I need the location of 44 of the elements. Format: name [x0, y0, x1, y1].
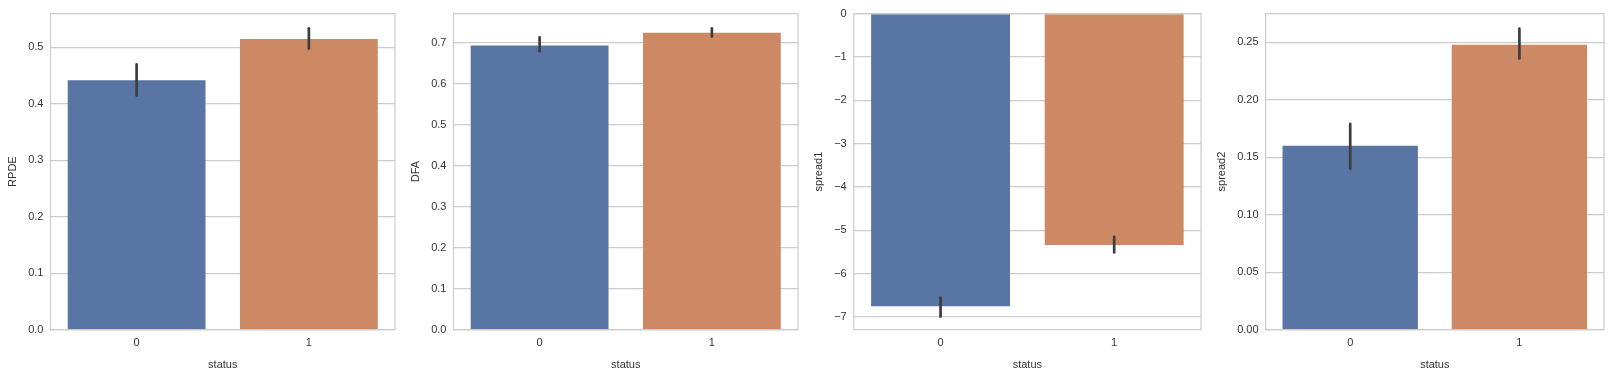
- y-tick-label: −1: [834, 49, 847, 62]
- y-tick-label: 0.10: [1237, 207, 1259, 220]
- x-tick-label: 1: [1111, 336, 1118, 349]
- y-tick-label: −6: [834, 266, 847, 279]
- y-tick-label: 0.5: [431, 117, 447, 130]
- x-axis-title: status: [208, 358, 238, 371]
- y-axis-title: spread1: [811, 151, 824, 192]
- y-tick-label: 0.1: [431, 281, 447, 294]
- y-tick-label: 0.3: [431, 199, 447, 212]
- y-tick-label: 0.0: [28, 322, 44, 335]
- y-tick-label: 0.2: [431, 240, 447, 253]
- x-axis-title: status: [1420, 358, 1450, 371]
- x-tick-label: 1: [1516, 336, 1523, 349]
- y-tick-label: 0.6: [431, 77, 447, 90]
- x-tick-label: 0: [133, 336, 140, 349]
- y-tick-label: −4: [834, 180, 847, 193]
- y-tick-label: 0.7: [431, 36, 447, 49]
- y-axis-title: DFA: [408, 160, 421, 183]
- y-tick-label: −3: [834, 136, 847, 149]
- x-axis-title: status: [611, 358, 641, 371]
- y-tick-label: 0.05: [1237, 265, 1259, 278]
- y-tick-label: 0.4: [28, 96, 44, 109]
- y-tick-label: −7: [834, 310, 847, 323]
- x-tick-label: 1: [305, 336, 312, 349]
- y-tick-label: 0.20: [1237, 92, 1259, 105]
- y-axis-title: RPDE: [5, 156, 18, 187]
- y-tick-label: 0.1: [28, 266, 44, 279]
- y-tick-label: 0.3: [28, 153, 44, 166]
- x-tick-label: 0: [937, 336, 944, 349]
- y-tick-label: −2: [834, 93, 847, 106]
- y-tick-label: 0: [840, 6, 847, 19]
- y-tick-label: 0.0: [431, 322, 447, 335]
- x-tick-label: 1: [708, 336, 715, 349]
- x-tick-label: 0: [1347, 336, 1354, 349]
- y-tick-label: 0.5: [28, 40, 44, 53]
- y-tick-label: 0.2: [28, 209, 44, 222]
- y-tick-label: −5: [834, 223, 847, 236]
- y-tick-label: 0.15: [1237, 150, 1259, 163]
- y-tick-label: 0.25: [1237, 35, 1259, 48]
- x-tick-label: 0: [536, 336, 543, 349]
- y-tick-label: 0.4: [431, 158, 447, 171]
- y-axis-title: spread2: [1214, 151, 1227, 192]
- x-axis-title: status: [1012, 358, 1043, 371]
- y-tick-label: 0.00: [1237, 322, 1259, 335]
